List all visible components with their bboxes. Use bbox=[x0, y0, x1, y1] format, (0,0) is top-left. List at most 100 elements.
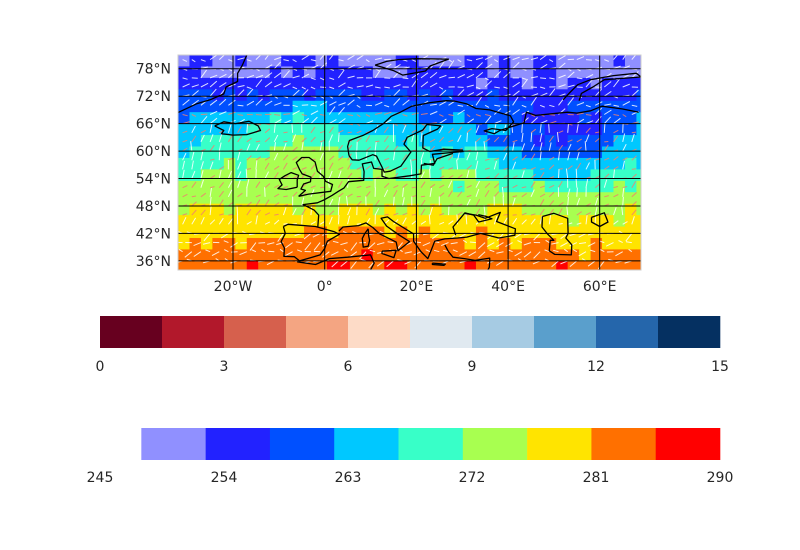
colorbar-swatch bbox=[534, 316, 597, 348]
wind-vector bbox=[297, 249, 302, 253]
wind-vector bbox=[475, 180, 481, 188]
wind-vector bbox=[539, 92, 548, 97]
wind-vector bbox=[246, 88, 254, 97]
wind-vector bbox=[503, 217, 508, 225]
field-cell bbox=[487, 249, 500, 262]
wind-vector bbox=[585, 79, 593, 88]
wind-vector bbox=[384, 166, 390, 170]
wind-vector bbox=[521, 77, 527, 80]
field-cell bbox=[453, 249, 465, 262]
field-cell bbox=[464, 135, 477, 147]
wind-vector bbox=[569, 242, 578, 247]
field-cell bbox=[636, 237, 641, 250]
wind-vector bbox=[239, 251, 247, 256]
field-cell bbox=[533, 192, 546, 205]
field-cell bbox=[544, 249, 557, 262]
field-cell bbox=[487, 123, 500, 136]
wind-vector bbox=[560, 232, 568, 240]
wind-vector bbox=[292, 75, 300, 79]
field-cell bbox=[258, 260, 271, 270]
wind-vector bbox=[274, 193, 280, 198]
wind-vector bbox=[567, 143, 572, 152]
wind-vector bbox=[420, 181, 426, 188]
wind-vector bbox=[514, 251, 523, 257]
colorbar-tick-label: 9 bbox=[468, 359, 477, 375]
wind-vector bbox=[374, 125, 379, 133]
field-cell bbox=[212, 157, 225, 170]
wind-vector bbox=[182, 216, 187, 225]
wind-vector bbox=[457, 109, 465, 115]
field-cell bbox=[384, 100, 397, 113]
wind-vector bbox=[209, 80, 218, 88]
wind-vector bbox=[475, 57, 484, 61]
field-cell bbox=[189, 203, 202, 216]
field-cell bbox=[361, 237, 374, 250]
field-cell bbox=[223, 237, 236, 250]
field-cell bbox=[567, 180, 580, 193]
wind-vector bbox=[227, 124, 232, 133]
field-cell bbox=[453, 180, 465, 193]
wind-vector bbox=[549, 114, 556, 116]
field-cell bbox=[384, 146, 397, 159]
wind-vector bbox=[587, 242, 596, 247]
field-cell bbox=[372, 123, 385, 136]
wind-vector bbox=[539, 123, 542, 133]
wind-vector bbox=[411, 73, 420, 79]
field-cell bbox=[269, 77, 282, 90]
field-cell bbox=[246, 215, 259, 227]
field-cell bbox=[453, 203, 465, 216]
field-cell bbox=[590, 192, 603, 205]
field-cell bbox=[441, 226, 454, 239]
field-cell bbox=[189, 135, 202, 147]
field-cell bbox=[304, 203, 316, 216]
field-cell bbox=[624, 180, 637, 193]
field-cell bbox=[235, 226, 248, 239]
field-cell bbox=[613, 203, 626, 216]
field-cell bbox=[613, 180, 626, 193]
field-cell bbox=[372, 249, 385, 262]
field-cell bbox=[212, 237, 225, 250]
field-cell bbox=[223, 157, 236, 170]
wind-vector bbox=[292, 59, 297, 63]
wind-vector bbox=[211, 251, 220, 257]
wind-vector bbox=[594, 101, 603, 106]
field-cell bbox=[407, 203, 420, 216]
field-cell bbox=[487, 66, 500, 79]
wind-vector bbox=[310, 86, 316, 90]
field-cell bbox=[326, 77, 339, 90]
novaya-zemlya-coastline bbox=[562, 72, 641, 101]
colorbar-swatch bbox=[224, 316, 287, 348]
field-cell bbox=[212, 180, 225, 193]
wind-vector bbox=[631, 192, 637, 198]
field-cell bbox=[189, 66, 202, 79]
wind-vector bbox=[337, 197, 341, 207]
field-cell bbox=[407, 89, 420, 102]
field-cell bbox=[178, 55, 190, 67]
wind-vector bbox=[283, 186, 289, 189]
wind-vector bbox=[365, 135, 371, 143]
field-cell bbox=[453, 226, 465, 239]
field-cell bbox=[315, 180, 328, 193]
wind-vector bbox=[544, 249, 550, 253]
map-panel: 20°W 0° 20°E 40°E 60°E36°N42°N48°N54°N60°N66… bbox=[136, 54, 642, 295]
field-cell bbox=[338, 157, 351, 170]
wind-vector bbox=[457, 74, 466, 79]
field-cell bbox=[281, 237, 293, 250]
field-cell bbox=[200, 112, 213, 125]
wind-vector bbox=[448, 76, 456, 79]
wind-vector bbox=[439, 86, 444, 90]
field-cell bbox=[441, 249, 454, 262]
wind-vector bbox=[200, 134, 205, 143]
field-cell bbox=[407, 260, 420, 270]
wind-vector bbox=[237, 192, 243, 198]
field-cell bbox=[281, 112, 293, 125]
field-cell bbox=[487, 192, 500, 205]
colorbar-swatch bbox=[655, 428, 721, 460]
wind-vector bbox=[190, 141, 193, 152]
wind-vector bbox=[439, 213, 445, 216]
lat-tick-label: 42°N bbox=[136, 226, 171, 242]
field-cell bbox=[498, 89, 511, 102]
wind-vector bbox=[560, 242, 568, 247]
wind-vector bbox=[564, 248, 568, 253]
field-cell bbox=[602, 226, 614, 239]
